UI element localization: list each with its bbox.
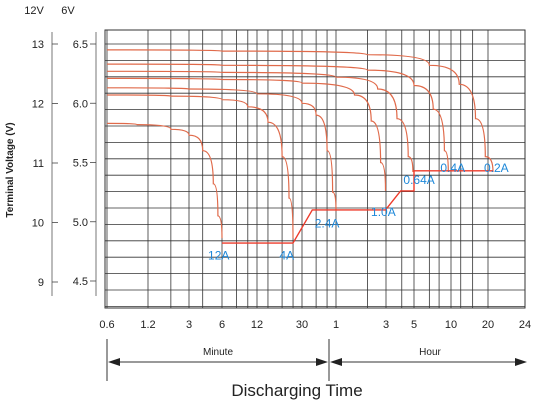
minute-range-label: Minute [203, 347, 233, 358]
discharge-curve-12a [106, 122, 223, 239]
x-tick-label: 1 [333, 319, 339, 331]
curve-label: 2.4A [315, 217, 340, 231]
y-axis-12v-ticks: 13 12 11 10 9 [32, 39, 58, 289]
y-axis-label: Terminal Voltage (V) [5, 122, 16, 217]
x-tick-label: 1.2 [140, 319, 155, 331]
x-tick-label: 10 [445, 319, 457, 331]
discharge-curves [106, 49, 494, 244]
end-voltage-line [222, 170, 493, 244]
discharge-curve-4a [106, 94, 294, 239]
curve-labels: 12A 4A 2.4A 1.0A 0.64A 0.4A 0.2A [208, 161, 509, 263]
discharge-curve-1-0a [106, 77, 387, 191]
y-header-12v: 12V [24, 5, 44, 17]
y12-tick-label: 11 [33, 158, 44, 170]
y6-tick-label: 6.5 [73, 39, 88, 51]
y6-tick-label: 5.5 [73, 158, 88, 170]
y-header-6v: 6V [61, 5, 75, 17]
hour-range-label: Hour [419, 347, 441, 358]
y12-tick-label: 10 [32, 218, 44, 230]
x-tick-label: 24 [519, 319, 531, 331]
x-tick-label: 3 [383, 319, 389, 331]
horizontal-gridlines [105, 43, 525, 307]
discharge-curve-0-64a [106, 70, 414, 173]
plot-frame [104, 29, 526, 309]
y6-tick-label: 4.5 [73, 276, 88, 288]
minute-range-arrow [106, 339, 330, 381]
y-axis-6v-ticks: 6.5 6.0 5.5 5.0 4.5 [73, 39, 96, 288]
y12-tick-label: 12 [32, 99, 44, 111]
x-tick-label: 20 [482, 319, 494, 331]
x-tick-label: 0.6 [99, 319, 114, 331]
discharge-curve-0-2a [106, 49, 494, 173]
x-axis-ticks: 0.6 1.2 3 6 12 30 1 3 5 10 20 24 [99, 319, 531, 331]
curve-label: 0.2A [484, 161, 509, 175]
curve-label: 0.64A [403, 173, 434, 187]
curve-label: 12A [208, 249, 229, 263]
x-tick-label: 12 [251, 319, 263, 331]
curve-label: 4A [279, 249, 294, 263]
x-tick-label: 6 [219, 319, 225, 331]
x-axis-title: Discharging Time [231, 381, 362, 400]
x-tick-label: 5 [411, 319, 417, 331]
y6-tick-label: 5.0 [73, 217, 88, 229]
discharge-curve-0-4a [106, 63, 449, 173]
curve-label: 1.0A [371, 205, 396, 219]
curve-label: 0.4A [440, 161, 465, 175]
y12-tick-label: 13 [32, 39, 44, 51]
x-tick-label: 30 [296, 319, 308, 331]
y6-tick-label: 6.0 [73, 98, 88, 110]
vertical-gridlines [106, 30, 526, 308]
x-tick-label: 3 [186, 319, 192, 331]
discharge-curve-2-4a [106, 87, 337, 212]
hour-range-arrow [330, 358, 527, 366]
y12-tick-label: 9 [38, 277, 44, 289]
